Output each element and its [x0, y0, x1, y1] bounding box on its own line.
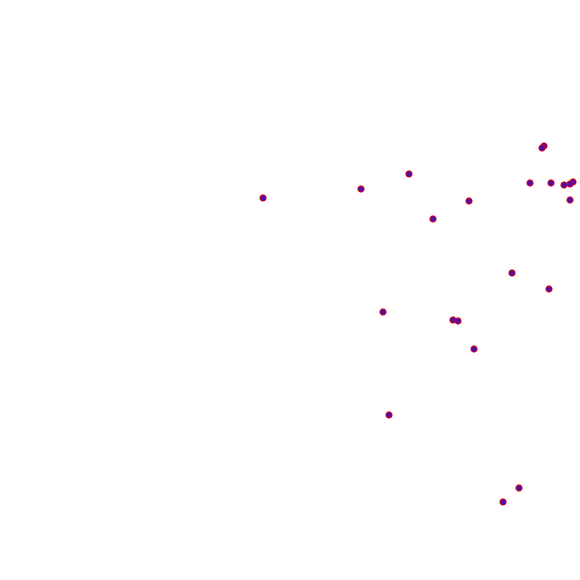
data-point [405, 170, 413, 178]
data-point [526, 179, 534, 187]
data-point [508, 269, 516, 277]
data-point [566, 196, 574, 204]
data-point [545, 285, 553, 293]
data-point [538, 144, 546, 152]
data-point [515, 484, 523, 492]
data-point [470, 345, 478, 353]
data-point [465, 197, 473, 205]
data-point [499, 498, 507, 506]
data-point [566, 180, 574, 188]
data-point [259, 194, 267, 202]
data-point [560, 181, 568, 189]
data-point [454, 317, 462, 325]
data-point [385, 411, 393, 419]
data-point [429, 215, 437, 223]
data-point [357, 185, 365, 193]
data-point [379, 308, 387, 316]
data-point [547, 179, 555, 187]
data-points-layer [259, 142, 577, 506]
